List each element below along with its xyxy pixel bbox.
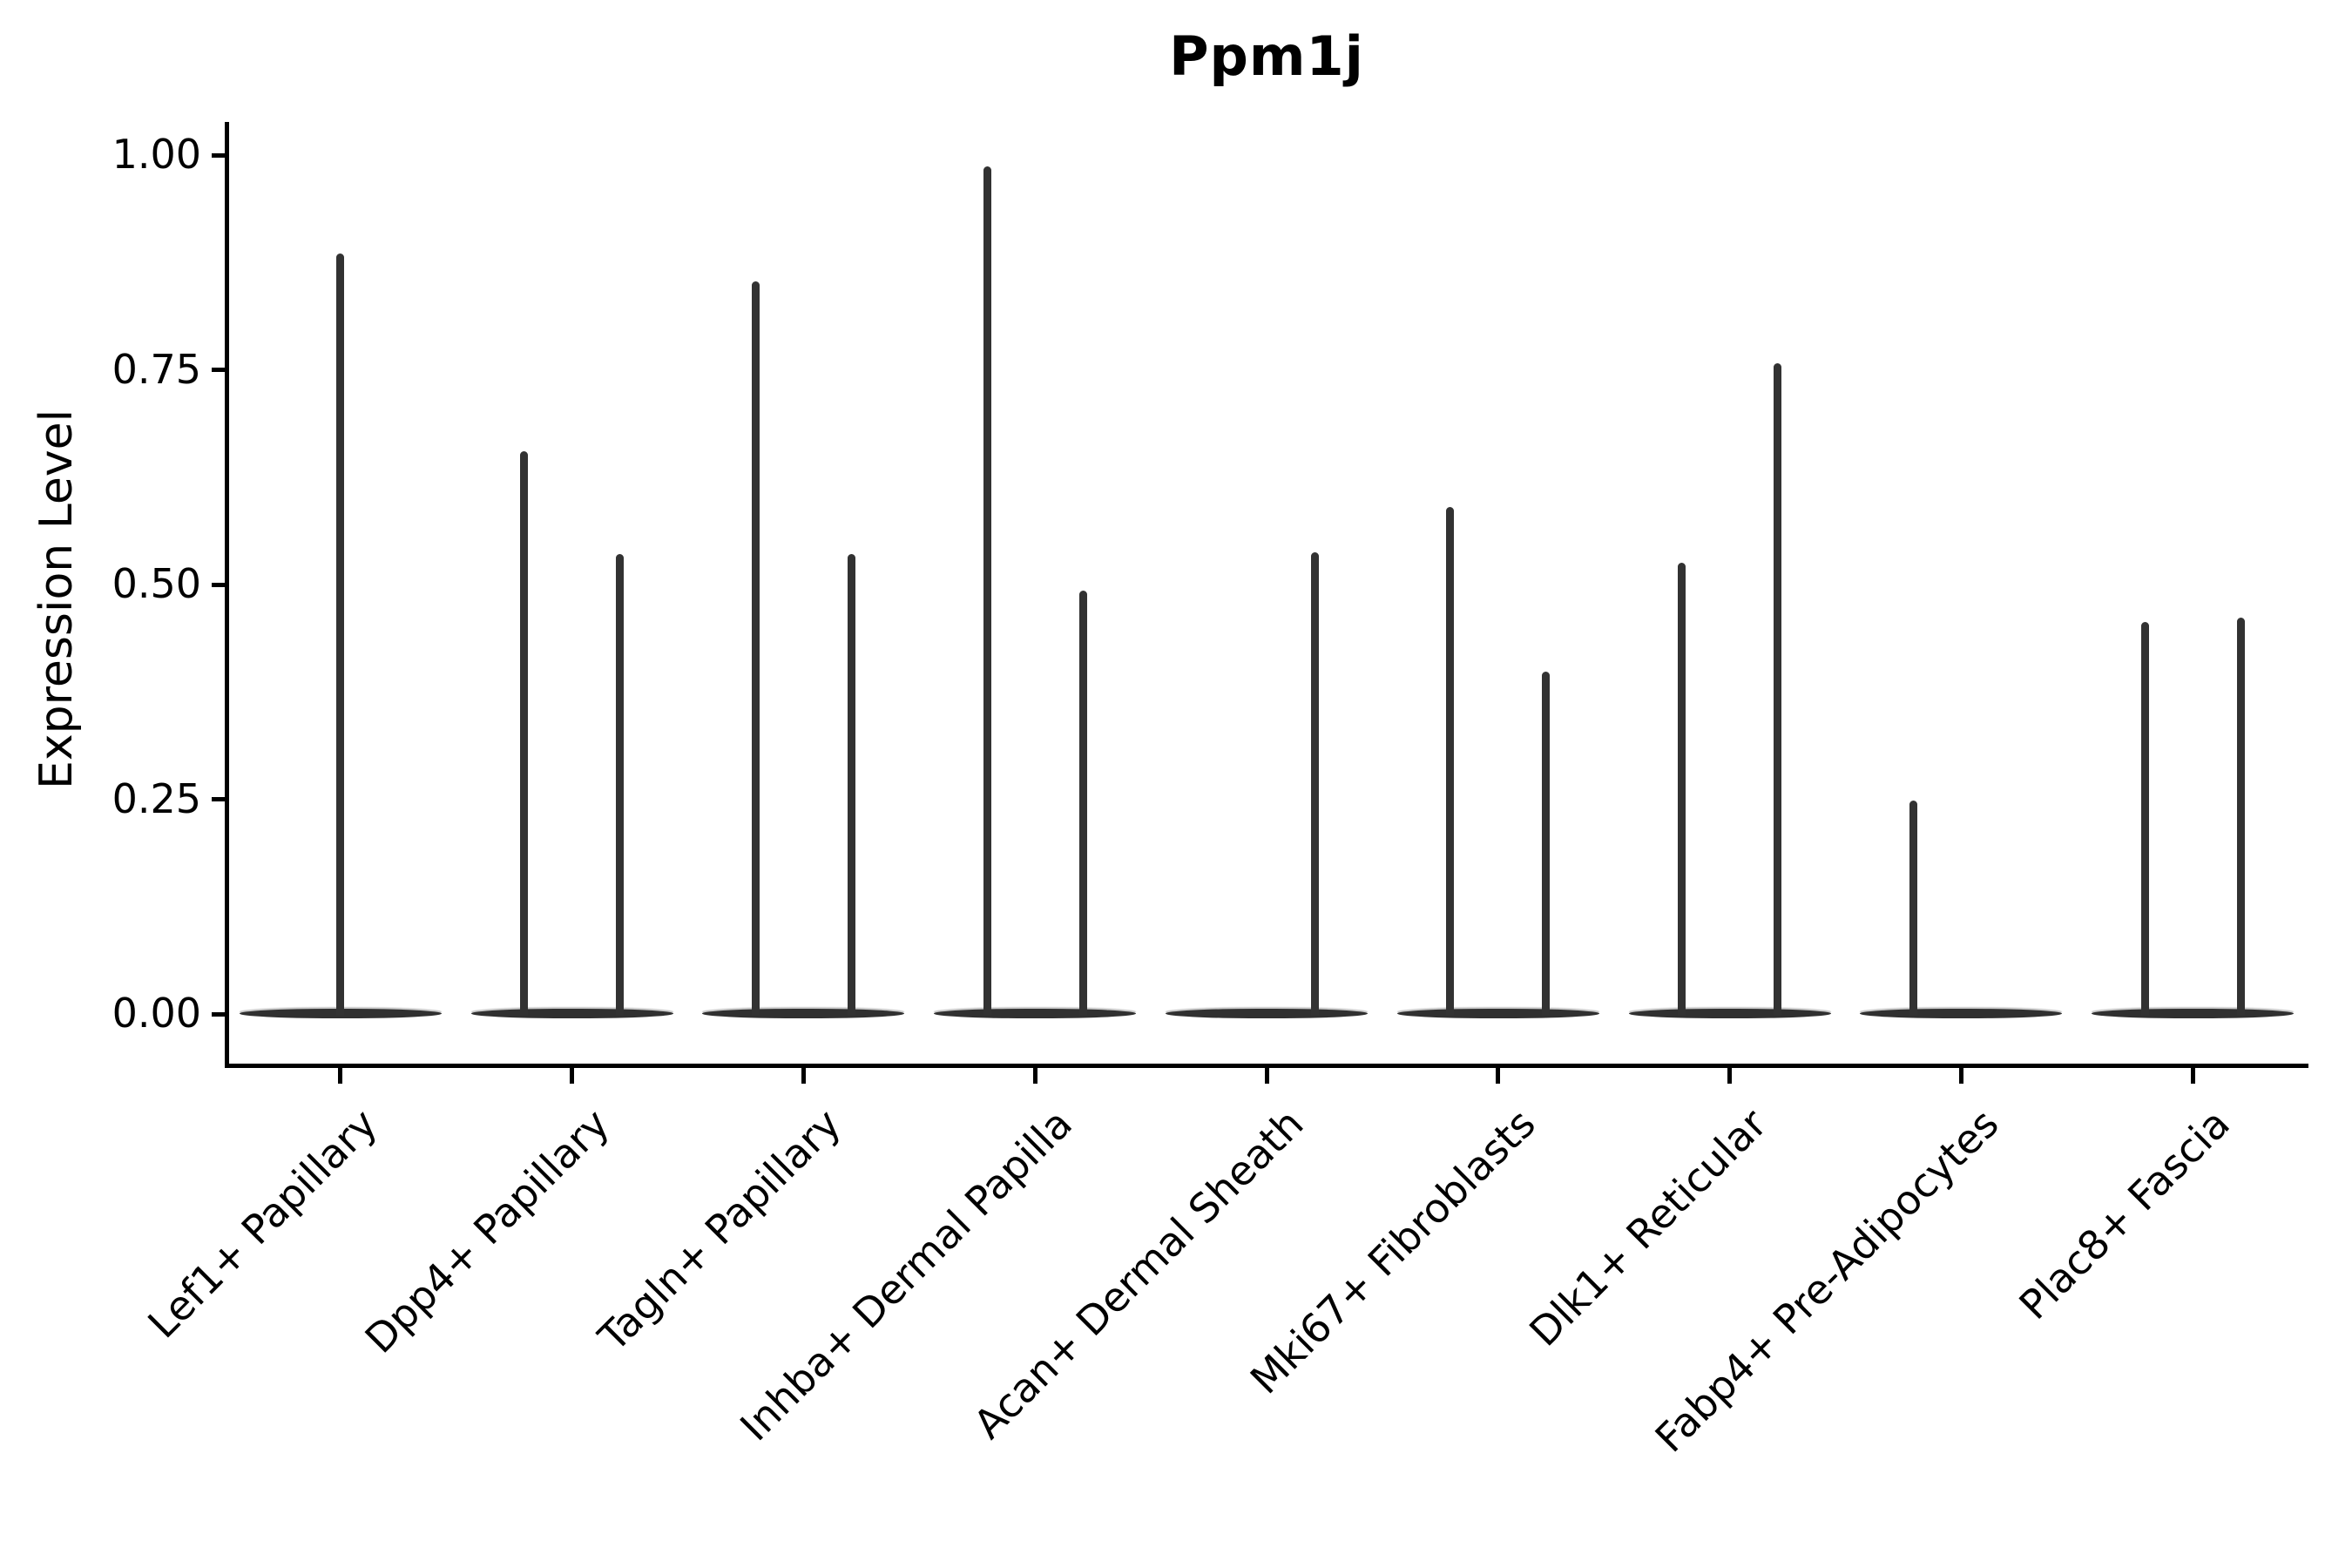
violin-stem bbox=[751, 280, 760, 1016]
x-tick-label: Dpp4+ Papillary bbox=[355, 1099, 618, 1362]
violin-base bbox=[702, 1009, 905, 1018]
violin-base bbox=[1166, 1009, 1368, 1018]
y-tick-label: 0.50 bbox=[112, 560, 201, 607]
violin-base bbox=[1628, 1009, 1831, 1018]
violin-stem bbox=[1542, 671, 1551, 1016]
y-tick-mark bbox=[212, 152, 225, 158]
y-tick-label: 0.25 bbox=[112, 774, 201, 822]
violin-stem bbox=[847, 553, 855, 1016]
x-tick-mark bbox=[1496, 1068, 1501, 1084]
violin-stem bbox=[616, 553, 625, 1016]
x-tick-label: Tagln+ Papillary bbox=[589, 1099, 850, 1361]
y-tick-label: 0.75 bbox=[112, 345, 201, 393]
x-tick-mark bbox=[1958, 1068, 1963, 1084]
violin-stem bbox=[1678, 563, 1686, 1016]
y-tick-mark bbox=[212, 582, 225, 587]
x-tick-mark bbox=[1727, 1068, 1733, 1084]
violin-base bbox=[934, 1009, 1137, 1018]
y-tick-label: 0.00 bbox=[112, 990, 201, 1037]
y-tick-mark bbox=[212, 797, 225, 801]
x-tick-label: Lef1+ Papillary bbox=[139, 1099, 387, 1348]
violin-stem bbox=[1310, 551, 1319, 1016]
violin-stem bbox=[2236, 618, 2245, 1016]
violin-stem bbox=[1774, 362, 1782, 1016]
y-tick-mark bbox=[212, 368, 225, 372]
plot-area bbox=[225, 122, 2308, 1068]
violin-base bbox=[1860, 1009, 2063, 1018]
violin-stem bbox=[520, 451, 529, 1016]
x-tick-mark bbox=[2190, 1068, 2195, 1084]
x-tick-label: Dlk1+ Reticular bbox=[1520, 1099, 1776, 1355]
x-tick-mark bbox=[801, 1068, 806, 1084]
violin-stem bbox=[1078, 590, 1087, 1016]
x-tick-mark bbox=[1032, 1068, 1037, 1084]
violin-stem bbox=[1909, 801, 1917, 1016]
violin-stem bbox=[2140, 622, 2149, 1016]
x-tick-label: Plac8+ Fascia bbox=[2010, 1099, 2239, 1328]
x-tick-mark bbox=[1264, 1068, 1269, 1084]
y-tick-label: 1.00 bbox=[112, 131, 201, 178]
violin-stem bbox=[336, 253, 345, 1016]
violin-base bbox=[2092, 1009, 2295, 1018]
chart-title: Ppm1j bbox=[1169, 24, 1364, 88]
violin-base bbox=[1396, 1009, 1599, 1018]
violin-stem bbox=[1446, 507, 1455, 1016]
violin-stem bbox=[983, 166, 991, 1016]
x-tick-mark bbox=[570, 1068, 575, 1084]
x-tick-mark bbox=[338, 1068, 343, 1084]
violin-base bbox=[470, 1009, 673, 1018]
y-tick-mark bbox=[212, 1011, 225, 1017]
